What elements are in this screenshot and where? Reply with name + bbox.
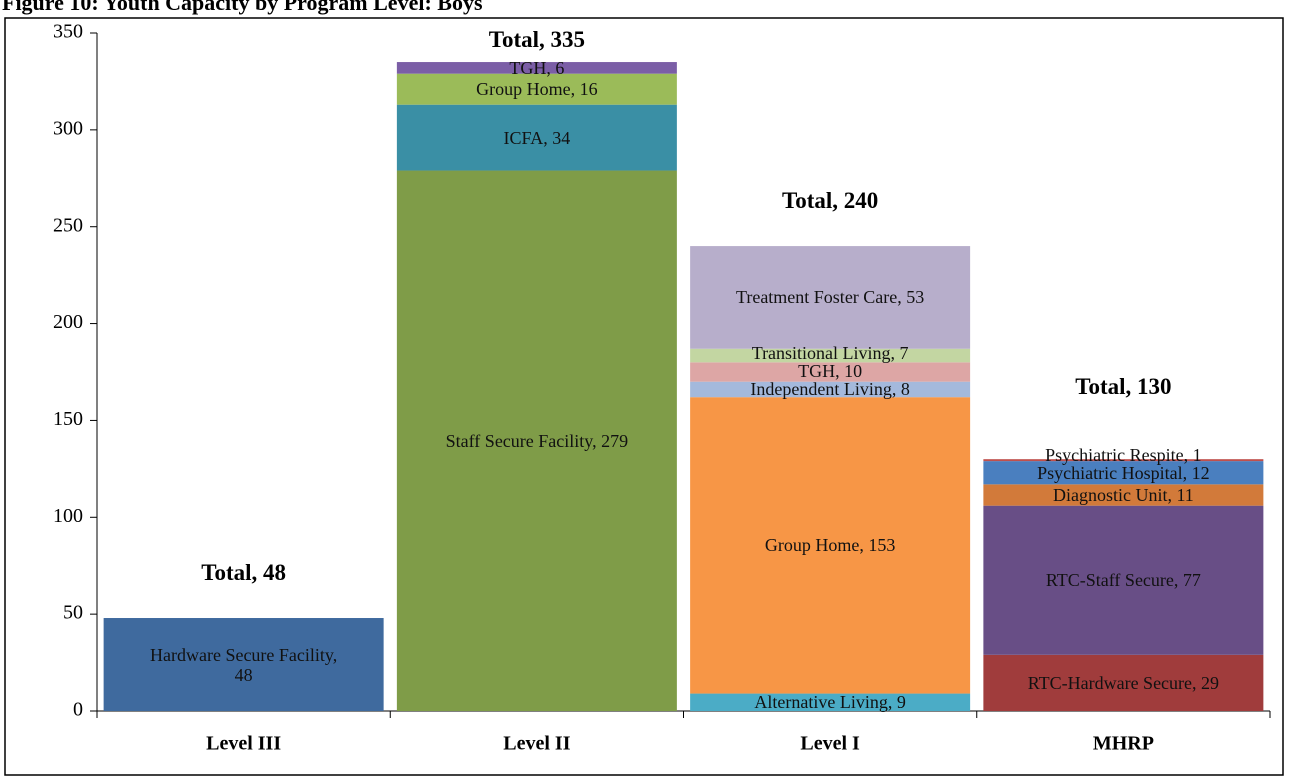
segment-label: Treatment Foster Care, 53 <box>735 287 925 308</box>
segment-label: RTC-Staff Secure, 77 <box>1045 570 1201 591</box>
total-label: Total, 240 <box>781 188 879 214</box>
chart-title: Figure 10: Youth Capacity by Program Lev… <box>2 0 483 15</box>
x-tick-label: Level I <box>800 733 860 755</box>
segment-label: Psychiatric Hospital, 12 <box>1037 462 1210 483</box>
bar-segment <box>983 654 1264 711</box>
bar-segment <box>983 505 1264 655</box>
bar-segment <box>396 62 677 74</box>
chart-frame <box>4 17 1284 776</box>
bar-segment <box>103 618 384 711</box>
bar-segment <box>396 73 677 105</box>
segment-label: Hardware Secure Facility, 48 <box>149 644 338 685</box>
total-label: Total, 48 <box>201 560 287 586</box>
y-tick-label: 0 <box>73 699 83 721</box>
y-tick-label: 300 <box>53 117 83 139</box>
segment-label: Transitional Living, 7 <box>751 343 909 364</box>
y-tick-label: 150 <box>53 408 83 430</box>
x-tick-label: MHRP <box>1093 733 1154 755</box>
bar-segment <box>983 484 1264 506</box>
bar-segment <box>690 397 971 694</box>
segment-label: Staff Secure Facility, 279 <box>445 430 629 451</box>
segment-label: ICFA, 34 <box>503 127 571 148</box>
bar-segment <box>690 348 971 363</box>
y-tick-label: 100 <box>53 505 83 527</box>
segment-label: Independent Living, 8 <box>750 379 910 400</box>
total-label: Total, 335 <box>488 27 586 52</box>
segment-label: Diagnostic Unit, 11 <box>1052 485 1194 505</box>
segment-label: Group Home, 16 <box>476 79 598 100</box>
y-tick-label: 250 <box>53 214 83 236</box>
total-label: Total, 130 <box>1075 374 1172 400</box>
x-tick-label: Level II <box>503 733 570 755</box>
bar-segment <box>690 381 971 398</box>
segment-label: Alternative Living, 9 <box>754 692 906 713</box>
bar-segment <box>983 459 1264 462</box>
y-tick-label: 200 <box>53 311 83 333</box>
segment-label: Group Home, 153 <box>764 535 896 556</box>
y-tick-label: 350 <box>53 21 83 43</box>
y-tick-label: 50 <box>63 602 83 624</box>
bar-segment <box>690 246 971 349</box>
bar-segment <box>396 170 677 712</box>
x-tick-label: Level III <box>206 733 281 755</box>
bar-segment <box>983 461 1264 485</box>
segment-label: RTC-Hardware Secure, 29 <box>1027 672 1220 693</box>
segment-label: TGH, 6 <box>509 57 565 78</box>
segment-label: TGH, 10 <box>798 361 863 382</box>
bar-segment <box>690 362 971 382</box>
bar-segment <box>396 104 677 171</box>
segment-label: Psychiatric Respite, 1 <box>1045 444 1202 465</box>
bar-segment <box>690 693 971 711</box>
